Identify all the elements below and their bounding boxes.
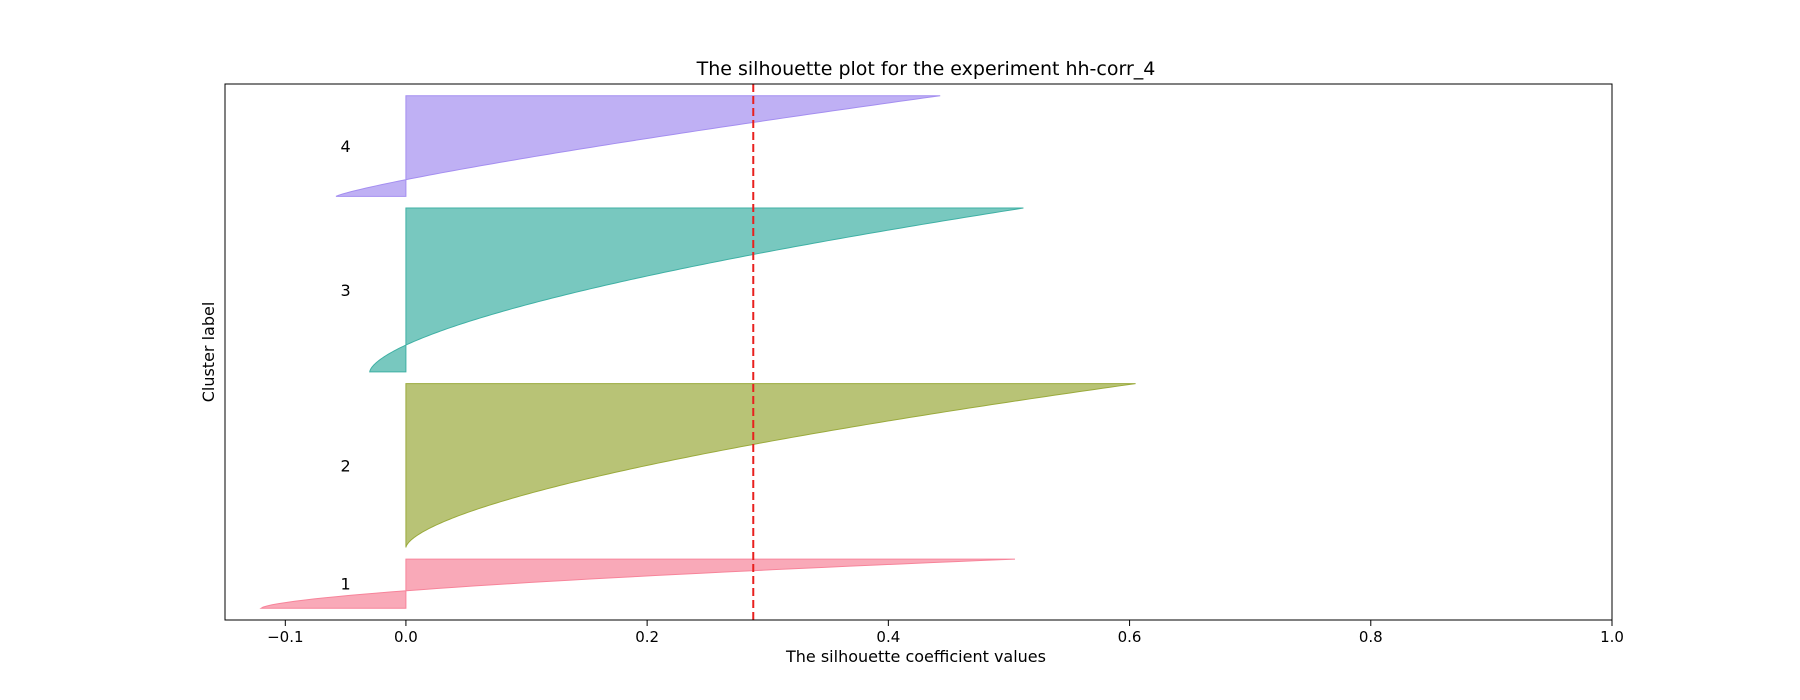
x-tick-label: 0.6 [1118,628,1142,646]
x-tick-label: 1.0 [1600,628,1624,646]
silhouette-cluster-4 [335,95,941,197]
silhouette-cluster-2 [405,383,1136,548]
x-tick-label: 0.4 [876,628,900,646]
silhouette-cluster-3 [369,207,1024,373]
x-tick-label: 0.2 [635,628,659,646]
cluster-label-2: 2 [341,457,351,476]
cluster-label-4: 4 [341,137,351,156]
x-axis-label: The silhouette coefficient values [785,647,1046,666]
plot-area: 1 2 3 4 [259,84,1136,620]
plot-frame [224,83,1613,621]
x-tick-label: 0.8 [1359,628,1383,646]
cluster-label-1: 1 [341,575,351,594]
cluster-label-3: 3 [341,281,351,300]
x-tick-label: 0.0 [394,628,418,646]
chart-title: The silhouette plot for the experiment h… [696,58,1156,80]
silhouette-cluster-1 [259,558,1016,609]
x-axis: −0.1 0.0 0.2 0.4 0.6 0.8 1.0 [267,620,1624,646]
y-axis-label: Cluster label [199,302,218,403]
x-tick-label: −0.1 [267,628,303,646]
